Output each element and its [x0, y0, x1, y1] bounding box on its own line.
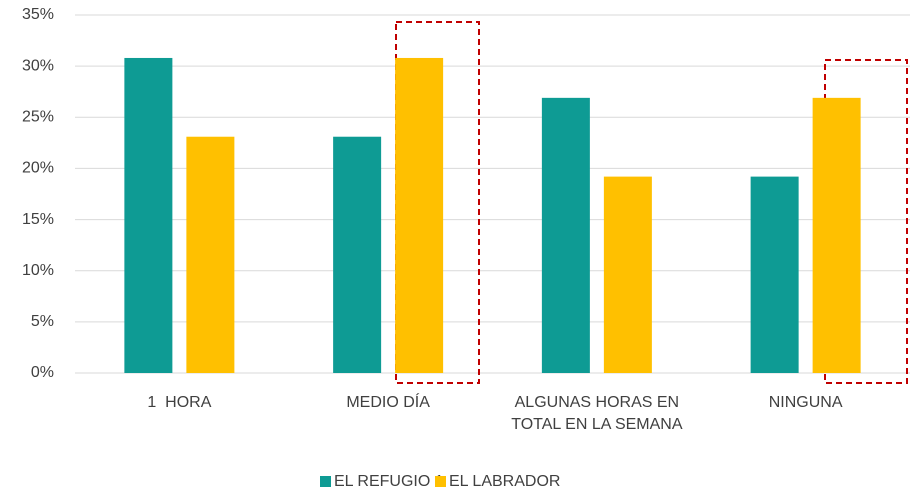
x-tick-label: MEDIO DÍA — [346, 394, 430, 411]
legend-swatch — [320, 476, 331, 487]
bar — [603, 176, 652, 373]
y-tick-label: 0% — [31, 364, 54, 381]
bar — [333, 136, 382, 373]
bar — [750, 176, 799, 373]
y-tick-label: 20% — [22, 160, 54, 177]
highlight-box — [824, 59, 908, 384]
y-tick-label: 30% — [22, 57, 54, 74]
legend-label: EL REFUGIO 1 — [334, 473, 444, 490]
y-tick-label: 15% — [22, 211, 54, 228]
bar — [124, 57, 173, 374]
x-tick-label: NINGUNA — [768, 394, 843, 411]
y-tick-label: 35% — [22, 6, 54, 23]
bar — [541, 97, 590, 373]
legend-swatch — [435, 476, 446, 487]
y-tick-label: 5% — [31, 313, 54, 330]
bar — [395, 57, 444, 374]
highlight-box — [395, 21, 480, 384]
bar — [812, 97, 861, 373]
bar — [186, 136, 235, 373]
legend-label: EL LABRADOR — [449, 473, 560, 490]
y-tick-label: 25% — [22, 109, 54, 126]
y-tick-label: 10% — [22, 262, 54, 279]
x-tick-label: 1 HORA — [147, 394, 212, 411]
x-tick-label: ALGUNAS HORAS EN TOTAL EN LA SEMANA — [511, 394, 684, 433]
